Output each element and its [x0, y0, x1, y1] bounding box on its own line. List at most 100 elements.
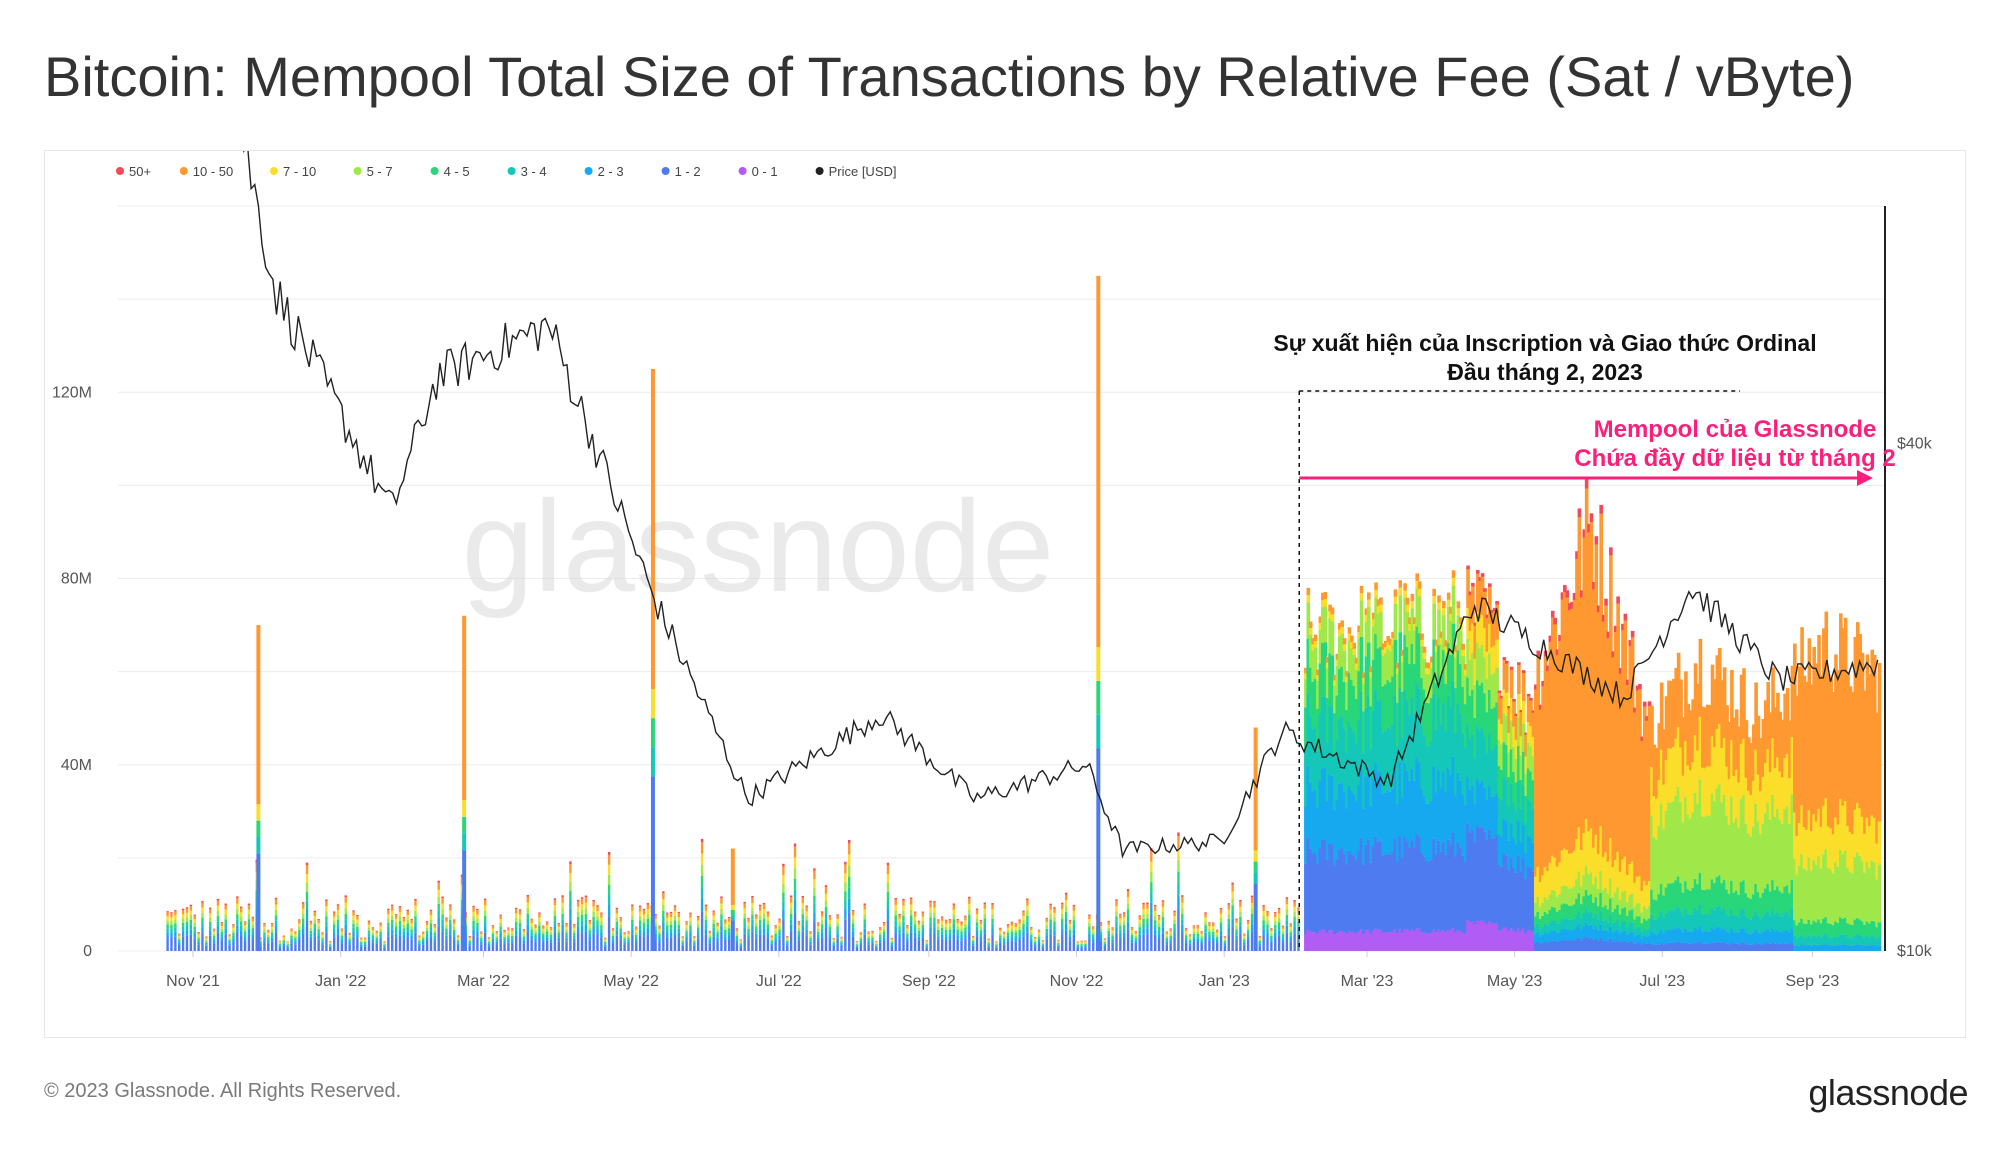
mempool-bar [669, 924, 673, 929]
mempool-stack-bar [1342, 791, 1347, 855]
mempool-stack-bar [1393, 838, 1398, 930]
mempool-stack-bar [1626, 942, 1630, 951]
mempool-stack-bar [1664, 810, 1669, 888]
mempool-bar [611, 938, 615, 941]
mempool-stack-bar [1655, 900, 1659, 921]
mempool-stack-bar [1490, 749, 1495, 798]
mempool-stack-bar [1524, 734, 1528, 757]
mempool-stack-bar [1594, 544, 1599, 835]
mempool-bar [817, 922, 820, 924]
mempool-bar [1002, 944, 1006, 951]
mempool-bar [952, 928, 956, 935]
mempool-stack-bar [1538, 704, 1543, 710]
mempool-bar [247, 909, 251, 915]
mempool-stack-bar [1313, 932, 1318, 951]
mempool-bar [1088, 926, 1091, 931]
mempool-spike [650, 689, 655, 719]
mempool-stack-bar [1308, 667, 1313, 718]
mempool-bar [545, 922, 549, 926]
mempool-stack-bar [1304, 934, 1308, 951]
mempool-stack-bar [1396, 702, 1400, 747]
mempool-stack-bar [1713, 679, 1717, 748]
mempool-stack-bar [1485, 651, 1490, 679]
mempool-bar [1123, 925, 1126, 929]
mempool-bar [685, 931, 688, 935]
mempool-bar [1068, 927, 1072, 931]
mempool-stack-bar [1364, 615, 1369, 623]
mempool-bar [460, 884, 464, 893]
mempool-bar [170, 921, 173, 926]
mempool-bar [793, 889, 797, 901]
mempool-bar [511, 928, 514, 929]
mempool-bar [278, 947, 282, 951]
mempool-bar [937, 923, 940, 927]
mempool-stack-bar [1599, 870, 1603, 894]
mempool-bar [263, 929, 266, 933]
mempool-bar [1212, 931, 1215, 935]
mempool-stack-bar [1657, 723, 1662, 781]
mempool-bar [623, 940, 626, 943]
mempool-bar [174, 910, 177, 912]
mempool-bar [646, 904, 650, 910]
mempool-bar [1134, 933, 1138, 936]
mempool-bar [859, 934, 863, 937]
mempool-stack-bar [1877, 864, 1882, 923]
mempool-stack-bar [1333, 865, 1337, 935]
mempool-stack-bar [1730, 740, 1734, 797]
mempool-stack-bar [1415, 588, 1420, 627]
mempool-bar [646, 934, 650, 951]
mempool-spike [462, 615, 467, 801]
mempool-bar [669, 928, 673, 933]
mempool-stack-bar [1717, 926, 1722, 942]
mempool-bar [724, 920, 727, 924]
mempool-bar [921, 924, 925, 929]
mempool-bar [1119, 933, 1122, 938]
mempool-bar [1026, 915, 1029, 922]
mempool-bar [863, 909, 866, 915]
mempool-stack-bar [1696, 884, 1700, 911]
mempool-stack-bar [1681, 892, 1686, 916]
mempool-stack-bar [1725, 943, 1729, 951]
mempool-bar [1212, 926, 1215, 930]
mempool-stack-bar [1819, 923, 1824, 938]
mempool-bar [1250, 902, 1254, 909]
mempool-stack-bar [1807, 810, 1812, 858]
mempool-bar [588, 920, 591, 924]
mempool-stack-bar [1321, 929, 1325, 951]
mempool-stack-bar [1577, 893, 1582, 912]
mempool-bar [449, 929, 452, 935]
mempool-bar [263, 923, 266, 927]
mempool-stack-bar [1386, 727, 1390, 791]
mempool-bar [503, 929, 506, 931]
mempool-stack-bar [1340, 633, 1344, 667]
mempool-bar [813, 868, 816, 871]
mempool-stack-bar [1645, 920, 1649, 930]
mempool-bar [1022, 923, 1025, 928]
mempool-bar [487, 937, 491, 940]
mempool-stack-bar [1517, 927, 1521, 951]
mempool-stack-bar [1512, 930, 1516, 951]
glassnode-logo[interactable]: glassnode [1808, 1072, 1968, 1113]
mempool-stack-bar [1790, 942, 1795, 951]
mempool-stack-bar [1630, 861, 1635, 894]
mempool-stack-bar [1497, 690, 1502, 694]
mempool-bar [766, 932, 770, 938]
mempool-stack-bar [1504, 663, 1509, 693]
mempool-bar [433, 933, 437, 936]
mempool-stack-bar [1814, 663, 1819, 822]
mempool-stack-bar [1444, 646, 1449, 653]
mempool-stack-bar [1337, 629, 1342, 637]
mempool-bar [635, 942, 638, 951]
mempool-stack-bar [1328, 604, 1332, 612]
mempool-bar [824, 900, 828, 907]
mempool-stack-bar [1473, 757, 1478, 804]
mempool-stack-bar [1628, 941, 1633, 951]
mempool-stack-bar [1778, 943, 1783, 951]
mempool-bar [937, 932, 940, 937]
mempool-stack-bar [1623, 920, 1628, 931]
mempool-bar [1138, 919, 1141, 924]
mempool-stack-bar [1504, 927, 1509, 951]
mempool-stack-bar [1437, 602, 1441, 610]
mempool-bar [495, 939, 499, 942]
mempool-bar [178, 939, 181, 942]
